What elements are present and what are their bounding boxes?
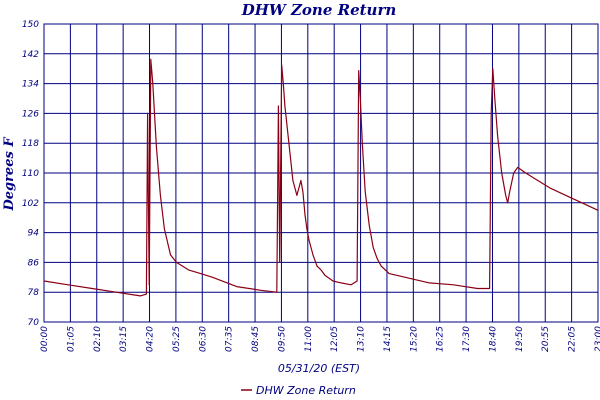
chart-title: DHW Zone Return [241, 1, 397, 19]
x-tick-label: 17:30 [462, 326, 472, 352]
x-tick-label: 00:00 [40, 326, 50, 352]
x-tick-label: 03:15 [119, 326, 129, 352]
x-tick-label: 13:10 [357, 326, 367, 352]
y-tick-label: 78 [28, 288, 40, 298]
x-tick-label: 07:35 [225, 326, 235, 352]
x-tick-label: 04:20 [146, 326, 156, 352]
y-tick-label: 70 [28, 318, 40, 328]
series-line-0 [43, 58, 599, 297]
y-tick-label: 110 [22, 169, 39, 179]
y-tick-label: 102 [22, 199, 39, 209]
y-tick-label: 150 [22, 20, 39, 30]
x-axis-ticks: 00:00 01:05 02:10 03:15 04:20 05:25 06:30 07:35… [40, 326, 600, 352]
x-tick-label: 20:55 [541, 326, 551, 352]
y-tick-label: 86 [28, 258, 40, 268]
x-tick-label: 08:45 [251, 326, 261, 352]
y-axis-ticks: 70 78 86 94 102 110 118 126 134 142 150 [22, 20, 39, 328]
y-tick-label: 142 [22, 50, 39, 60]
legend-label: DHW Zone Return [256, 384, 356, 397]
x-tick-label: 22:05 [568, 326, 578, 352]
x-tick-label: 01:05 [66, 326, 76, 352]
x-tick-label: 23:00 [594, 326, 600, 352]
x-tick-label: 19:50 [515, 326, 525, 352]
x-axis-label: 05/31/20 (EST) [278, 362, 360, 375]
x-tick-label: 09:50 [277, 326, 287, 352]
x-tick-label: 18:40 [488, 326, 498, 352]
x-tick-label: 16:25 [436, 326, 446, 352]
y-tick-label: 134 [22, 80, 39, 90]
x-tick-label: 11:00 [304, 326, 314, 352]
x-tick-label: 15:20 [409, 326, 419, 352]
grid [43, 23, 599, 323]
x-tick-label: 02:10 [93, 326, 103, 352]
y-tick-label: 126 [22, 109, 39, 119]
x-tick-label: 05:25 [172, 326, 182, 352]
plot-frame [43, 23, 599, 323]
y-tick-label: 118 [22, 139, 39, 149]
y-axis-label: Degrees F [2, 137, 17, 212]
x-tick-label: 12:05 [330, 326, 340, 352]
y-tick-label: 94 [28, 229, 40, 239]
series-layer [43, 58, 599, 297]
x-tick-label: 06:30 [198, 326, 208, 352]
x-tick-label: 14:15 [383, 326, 393, 352]
legend: DHW Zone Return [241, 384, 356, 397]
